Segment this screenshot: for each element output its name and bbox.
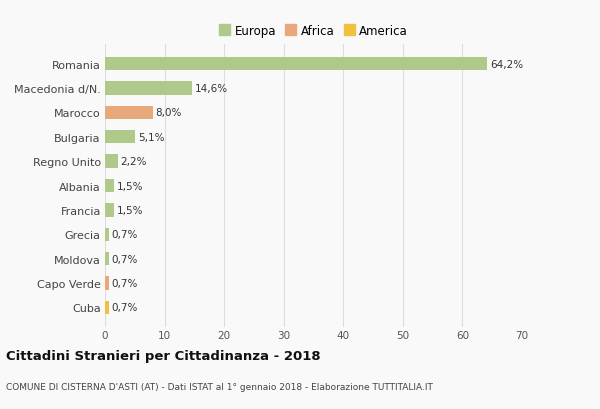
Bar [105,252,109,266]
Text: 0,7%: 0,7% [112,230,138,240]
Text: 1,5%: 1,5% [116,181,143,191]
Bar [105,106,152,120]
Text: 1,5%: 1,5% [116,205,143,216]
Bar [105,82,192,96]
Text: 8,0%: 8,0% [155,108,181,118]
Text: COMUNE DI CISTERNA D'ASTI (AT) - Dati ISTAT al 1° gennaio 2018 - Elaborazione TU: COMUNE DI CISTERNA D'ASTI (AT) - Dati IS… [6,382,433,391]
Text: 64,2%: 64,2% [490,60,523,70]
Bar [105,180,114,193]
Text: 0,7%: 0,7% [112,303,138,312]
Text: 5,1%: 5,1% [138,133,164,142]
Text: 0,7%: 0,7% [112,279,138,288]
Legend: Europa, Africa, America: Europa, Africa, America [217,22,410,40]
Bar [105,155,118,169]
Bar [105,58,487,71]
Text: 2,2%: 2,2% [121,157,147,167]
Text: 14,6%: 14,6% [194,84,227,94]
Bar [105,276,109,290]
Text: 0,7%: 0,7% [112,254,138,264]
Text: Cittadini Stranieri per Cittadinanza - 2018: Cittadini Stranieri per Cittadinanza - 2… [6,349,320,362]
Bar [105,301,109,315]
Bar [105,131,136,144]
Bar [105,228,109,241]
Bar [105,204,114,217]
